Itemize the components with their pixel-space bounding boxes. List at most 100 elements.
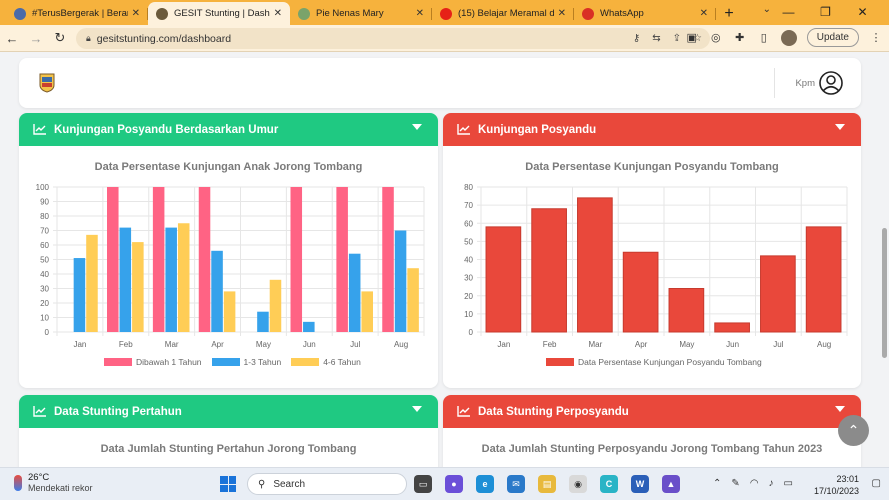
clock[interactable]: 23:01 17/10/2023 <box>814 473 859 497</box>
bar <box>805 226 842 333</box>
bar <box>303 321 315 332</box>
close-tab-icon[interactable]: ✕ <box>273 8 282 19</box>
forward-icon[interactable]: → <box>29 30 43 46</box>
bar <box>86 234 98 332</box>
panel-stunting-perposyandu: Data Stunting Perposyandu Data Jumlah St… <box>443 395 861 475</box>
legend-label: Dibawah 1 Tahun <box>136 357 202 367</box>
restore-button[interactable]: ❐ <box>820 5 831 19</box>
panel-header[interactable]: Data Stunting Pertahun <box>19 395 438 428</box>
browser-tab[interactable]: (15) Belajar Meramal dar ✕ <box>432 2 574 25</box>
page-scrollbar[interactable] <box>882 228 887 358</box>
battery-icon[interactable]: ▭ <box>783 478 793 489</box>
chevron-down-icon[interactable] <box>835 124 845 130</box>
chart-title: Data Persentase Kunjungan Posyandu Tomba… <box>525 161 779 173</box>
close-tab-icon[interactable]: ✕ <box>415 8 424 19</box>
crest-icon <box>156 7 168 20</box>
globe-icon[interactable]: ◎ <box>710 32 721 44</box>
x-tick-label: Jun <box>726 340 739 349</box>
close-tab-icon[interactable]: ✕ <box>557 8 566 19</box>
volume-icon[interactable]: ♪ <box>768 478 774 489</box>
legend-label: 1-3 Tahun <box>243 357 282 367</box>
task-view-icon[interactable]: ▭ <box>414 475 432 493</box>
bookmark-star-icon[interactable]: ☆ <box>693 33 702 44</box>
legend-item[interactable]: Dibawah 1 Tahun <box>104 357 202 367</box>
close-window-button[interactable]: ✕ <box>857 5 868 19</box>
bar <box>407 268 419 332</box>
chevron-down-icon[interactable] <box>412 406 422 412</box>
y-tick-label: 80 <box>40 212 49 221</box>
window-controls: — ❐ ✕ <box>770 2 881 22</box>
sidepanel-icon[interactable]: ▯ <box>760 32 767 44</box>
legend-swatch <box>104 358 132 366</box>
canva-icon[interactable]: C <box>600 475 618 493</box>
profile-avatar[interactable] <box>780 29 797 46</box>
legend-item[interactable]: Data Persentase Kunjungan Posyandu Tomba… <box>546 357 762 367</box>
back-icon[interactable]: ← <box>5 30 19 46</box>
search-icon: ⚲ <box>258 478 266 490</box>
user-account-icon[interactable] <box>819 71 843 95</box>
word-icon[interactable]: W <box>631 475 649 493</box>
chevron-down-icon[interactable] <box>835 406 845 412</box>
photos-icon[interactable]: ▲ <box>662 475 680 493</box>
puzzle-icon[interactable]: ✚ <box>735 32 745 44</box>
weather-widget[interactable]: 26°C Mendekati rekor <box>14 472 93 494</box>
extension-icon[interactable]: ▣ <box>686 32 697 44</box>
key-icon[interactable]: ⚷ <box>632 33 641 44</box>
browser-tab[interactable]: GESIT Stunting | Dashbo✕ <box>148 2 290 25</box>
file-explorer-icon[interactable]: ▤ <box>538 475 556 493</box>
close-tab-icon[interactable]: ✕ <box>699 8 708 19</box>
bar <box>152 187 165 332</box>
new-tab-button[interactable]: + <box>724 4 734 22</box>
edge-icon[interactable]: e <box>476 475 494 493</box>
crest-logo-icon[interactable] <box>39 73 55 93</box>
mail-icon[interactable]: ✉ <box>507 475 525 493</box>
browser-tab[interactable]: Pie Nenas Mary ✕ <box>290 2 432 25</box>
pen-icon[interactable]: ✎ <box>731 478 740 489</box>
y-tick-label: 40 <box>40 270 49 279</box>
tab-search-icon[interactable]: ⌄ <box>762 4 771 15</box>
search-placeholder: Search <box>273 478 306 490</box>
legend-item[interactable]: 1-3 Tahun <box>211 357 282 367</box>
windows-start-icon[interactable] <box>220 476 236 492</box>
wifi-icon[interactable]: ◠ <box>749 478 759 489</box>
scroll-to-top-button[interactable]: ⌃ <box>838 415 869 446</box>
y-tick-label: 50 <box>464 237 473 246</box>
teams-icon[interactable]: ● <box>445 475 463 493</box>
minimize-button[interactable]: — <box>782 5 795 19</box>
bar <box>198 187 211 332</box>
chevron-down-icon[interactable] <box>412 124 422 130</box>
panel-header[interactable]: Data Stunting Perposyandu <box>443 395 861 428</box>
browser-tab[interactable]: WhatsApp ✕ <box>574 2 716 25</box>
user-label[interactable]: Kpm <box>795 78 815 89</box>
panel-header[interactable]: Kunjungan Posyandu <box>443 113 861 146</box>
url-text[interactable]: gesitstunting.com/dashboard <box>96 32 232 45</box>
temperature: 26°C <box>28 472 50 483</box>
notification-icon[interactable]: ▢ <box>871 478 881 489</box>
translate-icon[interactable]: ⇆ <box>652 33 661 44</box>
x-tick-label: Mar <box>588 340 602 349</box>
chevron-up-icon[interactable]: ⌃ <box>713 478 722 489</box>
youtube-icon <box>440 7 452 20</box>
y-tick-label: 20 <box>464 292 473 301</box>
reload-icon[interactable]: ↻ <box>54 30 66 45</box>
menu-icon[interactable]: ⋮ <box>870 32 882 44</box>
address-bar[interactable]: 🔒︎ gesitstunting.com/dashboard ⚷ ⇆ ⇪ ☆ <box>76 28 710 49</box>
browser-tab[interactable]: #TerusBergerak | Berand ✕ <box>6 2 148 25</box>
close-tab-icon[interactable]: ✕ <box>131 8 140 19</box>
clock-time: 23:01 <box>836 474 859 484</box>
bar <box>394 230 407 332</box>
panel-header[interactable]: Kunjungan Posyandu Berdasarkan Umur <box>19 113 438 146</box>
alert-icon <box>582 7 594 20</box>
chrome-icon[interactable]: ◉ <box>569 475 587 493</box>
legend-swatch <box>546 358 574 366</box>
update-button[interactable]: Update <box>806 28 859 47</box>
x-tick-label: Mar <box>165 340 179 349</box>
panel-title: Kunjungan Posyandu <box>478 123 597 136</box>
share-icon[interactable]: ⇪ <box>672 33 682 44</box>
legend-item[interactable]: 4-6 Tahun <box>291 357 361 367</box>
y-tick-label: 30 <box>40 285 49 294</box>
lock-icon[interactable]: 🔒︎ <box>86 33 91 43</box>
bar-chart-kunjungan-posyandu: 0 10 20 30 40 50 60 70 80 Jan Feb Mar Apr May Jun Jul Au… <box>464 183 848 349</box>
bar <box>348 253 361 332</box>
taskbar-search[interactable]: ⚲ Search <box>247 473 407 495</box>
